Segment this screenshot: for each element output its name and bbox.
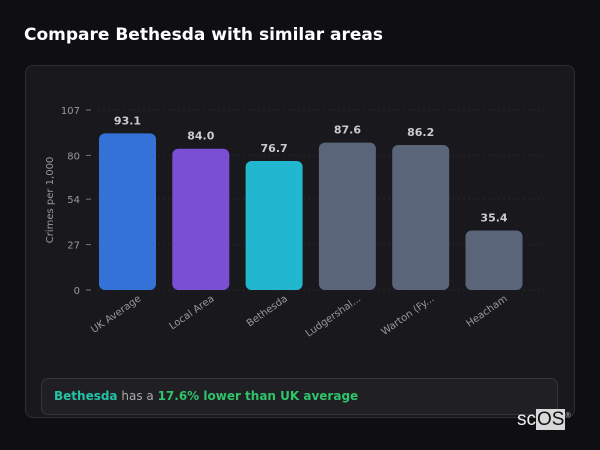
bar: [172, 148, 230, 290]
data-label: 84.0: [187, 130, 214, 143]
y-axis-label: Crimes per 1,000: [45, 157, 56, 244]
x-tick-label: Heacham: [464, 293, 509, 329]
x-tick-label: UK Average: [89, 293, 143, 335]
y-tick-label: 54: [67, 195, 80, 206]
x-tick-label: Local Area: [168, 293, 217, 332]
data-label: 87.6: [334, 124, 361, 137]
data-label: 76.7: [261, 142, 288, 155]
y-tick-label: 107: [61, 106, 80, 117]
y-tick-label: 27: [67, 241, 80, 252]
bar: [392, 144, 450, 290]
x-tick-label: Ludgershal...: [304, 293, 363, 339]
y-tick-label: 80: [67, 151, 80, 162]
bar: [318, 142, 376, 290]
x-tick-label: Warton (Fy...: [379, 293, 436, 337]
scos-logo: scOS®: [517, 409, 571, 430]
summary-box: Bethesda has a 17.6% lower than UK avera…: [41, 378, 558, 415]
data-label: 93.1: [114, 114, 141, 127]
data-label: 35.4: [480, 211, 507, 224]
bar: [465, 230, 523, 290]
page-title: Compare Bethesda with similar areas: [24, 25, 384, 45]
summary-result: 17.6% lower than UK average: [157, 389, 359, 403]
summary-area: Bethesda: [54, 389, 118, 403]
bar: [245, 160, 303, 290]
bar: [99, 133, 156, 290]
y-tick-label: 0: [74, 286, 80, 297]
x-tick-label: Bethesda: [245, 293, 290, 329]
summary-middle: has a: [117, 389, 158, 403]
data-label: 86.2: [407, 126, 434, 139]
